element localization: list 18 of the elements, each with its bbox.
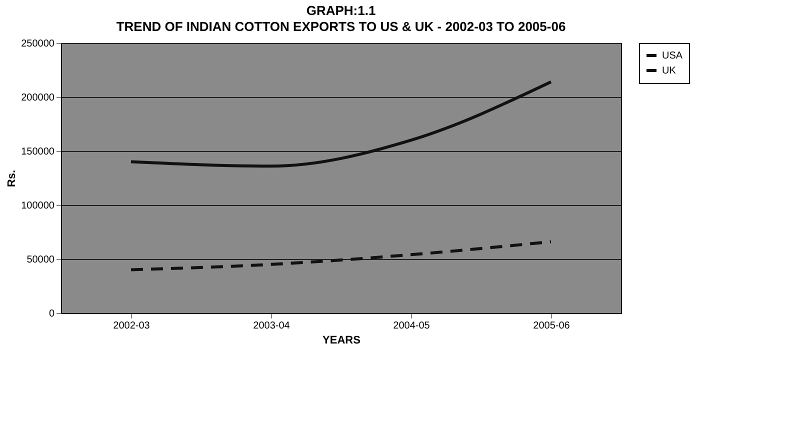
- x-axis-title: YEARS: [322, 334, 360, 346]
- y-tick-label: 0: [48, 308, 55, 320]
- x-tick-label: 2004-05: [393, 320, 430, 332]
- y-tick-label: 150000: [21, 146, 55, 158]
- line-series: [130, 80, 552, 168]
- legend-label: USA: [662, 50, 683, 62]
- y-tick-label: 50000: [26, 254, 55, 266]
- y-tick-label: 200000: [21, 92, 55, 104]
- chart-subtitle: TREND OF INDIAN COTTON EXPORTS TO US & UK - 2002-03 TO 2005-06: [116, 19, 566, 34]
- legend-label: UK: [662, 66, 676, 76]
- x-tick-label: 2002-03: [113, 320, 150, 332]
- y-axis-title: Rs.: [6, 170, 18, 188]
- x-tick-label: 2003-04: [253, 320, 290, 332]
- chart-title: GRAPH:1.1: [306, 3, 376, 18]
- y-tick-label: 250000: [21, 38, 55, 50]
- x-tick-label: 2005-06: [533, 320, 570, 332]
- line-series: [130, 240, 552, 272]
- y-tick-label: 100000: [21, 200, 55, 212]
